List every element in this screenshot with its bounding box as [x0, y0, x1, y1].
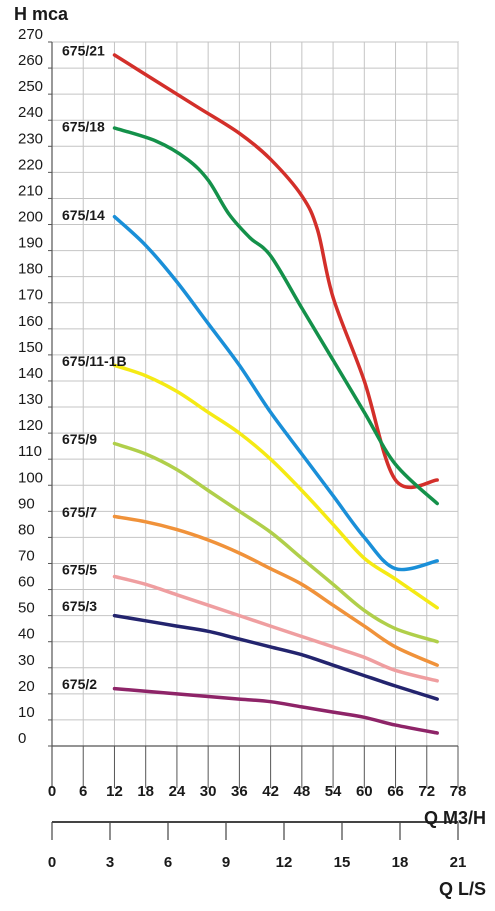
y-tick-label: 240: [18, 104, 43, 121]
x2-tick-label: 12: [276, 854, 293, 871]
x-tick-labels: 0 6 12 18 24 30 36 42 48 54 60 66 72 78: [48, 783, 467, 800]
x-tick-label: 54: [325, 783, 342, 800]
y-tick-label: 260: [18, 52, 43, 69]
secondary-x-axis-title: Q L/S: [439, 879, 486, 899]
y-tick-label: 160: [18, 313, 43, 330]
grid: [51, 41, 459, 747]
x-tick-label: 24: [169, 783, 186, 800]
series-line-675-3: [112, 613, 439, 701]
x-tick-label: 30: [200, 783, 217, 800]
x2-tick-label: 0: [48, 854, 56, 871]
y-tick-label: 140: [18, 365, 43, 382]
series-label-675-5: 675/5: [62, 562, 97, 578]
series-label-675-9: 675/9: [62, 431, 97, 447]
y-tick-label: 250: [18, 78, 43, 95]
secondary-x-axis: 0 3 6 9 12 15 18 21: [48, 821, 467, 871]
series-line-675-5: [112, 574, 439, 683]
x-tick-label: 66: [387, 783, 404, 800]
y-tick-label: 190: [18, 235, 43, 252]
y-tick-label: 210: [18, 182, 43, 199]
y-tick-label: 50: [18, 600, 35, 617]
series-line-675-14: [112, 214, 439, 572]
series-line-675-2: [112, 686, 439, 735]
series-label-675-7: 675/7: [62, 504, 97, 520]
x2-tick-label: 3: [106, 854, 114, 871]
series-line-675-11-1b: [112, 363, 439, 610]
y-tick-label: 180: [18, 261, 43, 278]
y-tick-label: 270: [18, 26, 43, 43]
x2-tick-label: 21: [450, 854, 467, 871]
x-tick-label: 72: [418, 783, 435, 800]
x-tick-label: 6: [79, 783, 87, 800]
x-tick-label: 48: [294, 783, 311, 800]
x-tick-label: 12: [106, 783, 123, 800]
series-label-675-3: 675/3: [62, 598, 97, 614]
y-tick-label: 0: [18, 730, 26, 747]
x2-tick-label: 15: [334, 854, 351, 871]
y-tick-label: 70: [18, 547, 35, 564]
y-tick-label: 10: [18, 704, 35, 721]
y-tick-label: 80: [18, 521, 35, 538]
y-tick-label: 130: [18, 391, 43, 408]
series-label-675-21: 675/21: [62, 43, 105, 59]
series-label-675-11-1b: 675/11-1B: [62, 353, 127, 369]
plot-area: [51, 41, 459, 747]
y-tick-labels: 0 10 20 30 40 50 60 70 80 90 100 110 120 130 140 150 160…: [18, 26, 43, 747]
y-tick-label: 100: [18, 469, 43, 486]
series-label-675-14: 675/14: [62, 207, 105, 223]
axes: [48, 41, 459, 788]
x-tick-label: 60: [356, 783, 373, 800]
x-tick-label: 0: [48, 783, 56, 800]
y-tick-label: 20: [18, 678, 35, 695]
y-tick-label: 230: [18, 130, 43, 147]
y-tick-label: 30: [18, 652, 35, 669]
x-tick-label: 18: [137, 783, 154, 800]
y-tick-label: 60: [18, 574, 35, 591]
x-tick-label: 42: [262, 783, 279, 800]
y-tick-label: 220: [18, 156, 43, 173]
series-line-675-9: [112, 441, 439, 644]
x-tick-label: 78: [450, 783, 467, 800]
y-tick-label: 150: [18, 339, 43, 356]
series-labels: 675/21 675/18 675/14 675/11-1B 675/9 675/7 675…: [62, 43, 127, 693]
series-label-675-2: 675/2: [62, 676, 97, 692]
x-axis-title: Q M3/H: [424, 808, 486, 828]
y-tick-label: 40: [18, 626, 35, 643]
series-line-675-21: [112, 53, 439, 490]
y-tick-label: 120: [18, 417, 43, 434]
x2-tick-label: 6: [164, 854, 172, 871]
y-axis-title: H mca: [14, 4, 69, 24]
x-tick-label: 36: [231, 783, 248, 800]
x2-tick-label: 9: [222, 854, 230, 871]
series-line-675-7: [112, 514, 439, 667]
x2-tick-label: 18: [392, 854, 409, 871]
y-tick-label: 170: [18, 287, 43, 304]
series-label-675-18: 675/18: [62, 118, 105, 134]
series-line-675-18: [112, 126, 439, 506]
y-tick-label: 110: [18, 443, 42, 460]
y-tick-label: 90: [18, 495, 35, 512]
y-tick-label: 200: [18, 209, 43, 226]
series-lines: [112, 53, 439, 735]
